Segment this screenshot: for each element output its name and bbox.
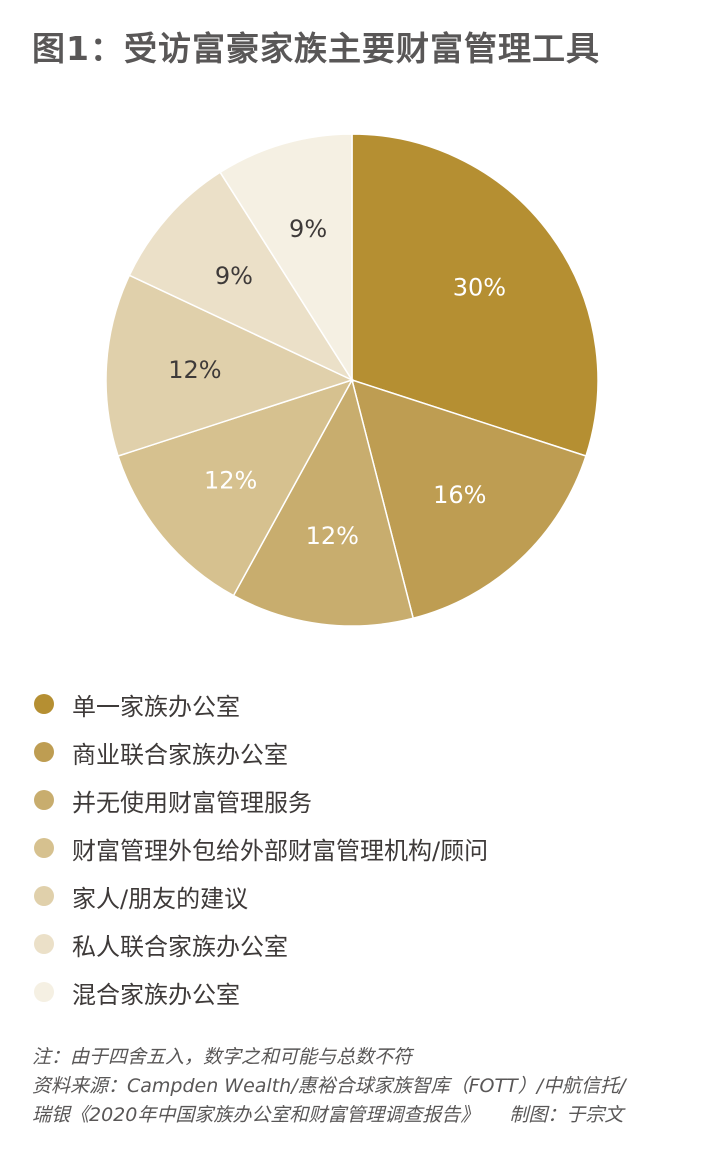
legend-item-1: 单一家族办公室 — [30, 680, 488, 728]
pie-slice-5 — [105, 274, 355, 457]
rounding-note: 注：由于四舍五入，数字之和可能与总数不符 — [32, 1046, 413, 1068]
legend-swatch — [34, 790, 54, 810]
pie-slice-label-6: 9% — [215, 262, 253, 290]
legend-swatch — [34, 694, 54, 714]
pie-slice-label-3: 12% — [306, 522, 359, 550]
source-line-2-row: 瑞银《2020年中国家族办公室和财富管理调查报告》 制图：于宗文 — [32, 1101, 626, 1130]
pie-slice-7 — [219, 133, 353, 383]
legend-item-5: 家人/朋友的建议 — [30, 872, 488, 920]
chart-credit: 制图：于宗文 — [509, 1104, 624, 1126]
legend-label: 商业联合家族办公室 — [72, 740, 288, 769]
legend-swatch — [34, 934, 54, 954]
source-line-1: 资料来源：Campden Wealth/惠裕合球家族智库（FOTT）/中航信托/ — [32, 1075, 626, 1097]
legend-label: 家人/朋友的建议 — [72, 884, 249, 913]
pie-slice-4 — [117, 378, 354, 597]
pie-slices — [105, 133, 599, 627]
legend-item-3: 并无使用财富管理服务 — [30, 776, 488, 824]
legend-label: 混合家族办公室 — [72, 980, 240, 1009]
pie-slice-label-5: 12% — [168, 356, 221, 384]
chart-notes: 注：由于四舍五入，数字之和可能与总数不符 资料来源：Campden Wealth… — [32, 1043, 626, 1130]
pie-slice-label-7: 9% — [289, 215, 327, 243]
pie-slice-label-1: 30% — [453, 274, 506, 302]
legend-item-2: 商业联合家族办公室 — [30, 728, 488, 776]
legend-label: 私人联合家族办公室 — [72, 932, 288, 961]
pie-slice-label-4: 12% — [204, 466, 257, 494]
pie-slice-6 — [128, 171, 355, 382]
pie-chart: 30% 16% 12% 12% 12% 9% 9% — [105, 133, 599, 627]
pie-slice-label-2: 16% — [433, 481, 486, 509]
source-line-2: 瑞银《2020年中国家族办公室和财富管理调查报告》 — [32, 1104, 480, 1126]
legend-swatch — [34, 982, 54, 1002]
legend-label: 并无使用财富管理服务 — [72, 788, 312, 817]
pie-slice-2 — [350, 378, 587, 620]
legend-swatch — [34, 838, 54, 858]
legend-swatch — [34, 886, 54, 906]
legend-item-4: 财富管理外包给外部财富管理机构/顾问 — [30, 824, 488, 872]
legend-label: 财富管理外包给外部财富管理机构/顾问 — [72, 836, 489, 865]
legend-item-6: 私人联合家族办公室 — [30, 920, 488, 968]
chart-title: 图1：受访富豪家族主要财富管理工具 — [32, 29, 600, 68]
chart-legend: 单一家族办公室商业联合家族办公室 并无使用财富管理服务财富管理外包给外部财富管理机… — [30, 680, 488, 1016]
pie-slice-1 — [351, 133, 599, 457]
pie-slice-labels: 30% 16% 12% 12% 12% 9% 9% — [168, 215, 506, 550]
pie-slice-3 — [232, 377, 415, 627]
legend-swatch — [34, 742, 54, 762]
legend-item-7: 混合家族办公室 — [30, 968, 488, 1016]
legend-label: 单一家族办公室 — [72, 692, 240, 721]
